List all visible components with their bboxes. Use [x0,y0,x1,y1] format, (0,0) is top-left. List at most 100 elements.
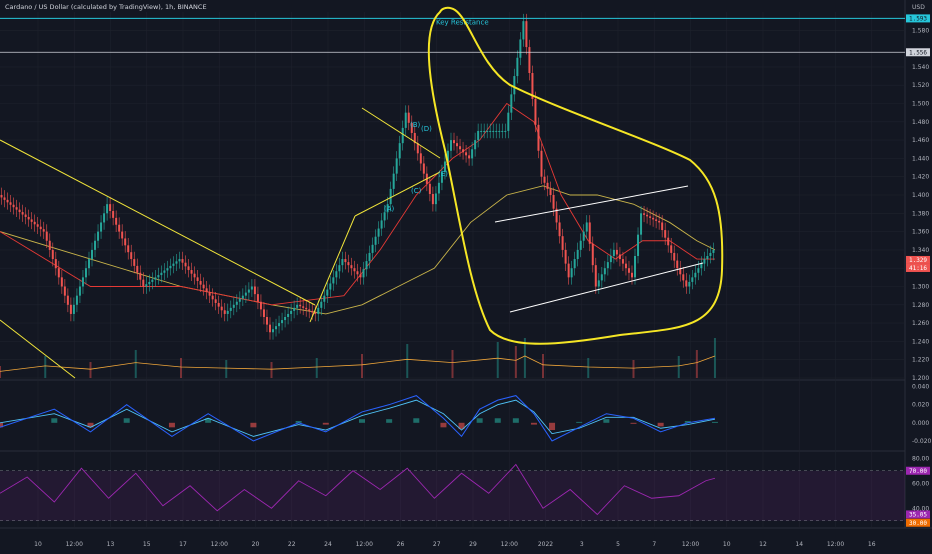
candle-body [561,236,564,250]
volume-bar [134,350,137,378]
macd-tick-label: 0.000 [912,420,929,427]
volume-bar [0,366,1,378]
candle-body [624,263,627,269]
candle-body [522,21,525,40]
candle-body [115,217,118,225]
volume-bar [632,360,635,378]
candle-body [597,280,600,287]
candle-body [184,262,187,267]
candle-body [513,76,516,95]
candle-body [3,197,6,200]
candle-body [422,163,425,174]
candle-body [404,112,407,128]
channel-upper-line [494,185,689,223]
time-tick-label: 2022 [538,541,553,548]
time-tick-label: 12:00 [211,541,228,548]
candle-body [353,268,356,272]
triangle-upper-line [361,107,441,159]
time-tick-label: 13 [107,541,115,548]
channel-lower-line [509,262,704,313]
wave-label: (A) [384,205,395,213]
candle-body [211,295,214,300]
candle-body [465,152,468,156]
candle-body [169,265,172,269]
candle-body [374,236,377,245]
candle-body [124,238,127,246]
price-tick-label: 1.420 [912,174,929,181]
macd-histogram-bar [205,418,212,423]
candle-body [160,272,163,276]
time-tick-label: 12:00 [356,541,373,548]
candle-body [157,275,160,278]
candle-body [495,130,498,132]
candle-body [36,224,39,227]
candle-body [449,140,452,151]
candle-body [281,320,284,324]
candle-body [262,309,265,317]
macd-histogram-bar [168,422,175,428]
time-tick-label: 5 [616,541,620,548]
candle-body [543,176,546,183]
candle-body [443,161,446,173]
volume-bar [677,356,680,378]
candle-body [377,228,380,237]
candle-body [362,269,365,278]
price-tick-label: 1.580 [912,27,929,34]
candle-body [208,291,211,296]
candle-body [130,252,133,260]
last-price-badge-bg [906,255,930,264]
time-tick-label: 10 [34,541,42,548]
candle-body [679,268,682,275]
macd-histogram-bar [386,419,393,423]
candle-body [706,256,709,260]
candle-body [296,304,299,308]
candle-body [308,309,311,311]
candle-body [166,268,169,271]
candle-body [670,245,673,253]
candle-body [652,217,655,220]
candle-body [259,301,262,310]
candle-body [94,240,97,250]
candle-body [703,259,706,264]
candle-body [181,259,184,263]
candle-body [600,274,603,281]
candle-body [196,277,199,282]
candle-body [332,277,335,284]
price-tick-label: 1.540 [912,64,929,71]
highlight-loop [427,6,724,345]
price-tick-label: 1.400 [912,192,929,199]
price-tick-label: 1.260 [912,320,929,327]
macd-histogram-bar [657,422,664,427]
candle-body [223,310,226,314]
rsi-value-badge-bg [906,510,930,519]
candle-body [691,277,694,282]
candle-body [667,237,670,246]
candle-body [253,286,256,295]
candle-body [341,259,344,266]
candle-body [525,21,528,48]
candle-body [97,231,100,241]
resistance-label: Key Resistance [436,18,489,26]
rsi-upper-badge: 70.00 [909,468,927,475]
candle-body [329,283,332,290]
macd-histogram-bar [359,419,365,423]
time-tick-label: 29 [469,541,477,548]
price-tick-label: 1.520 [912,82,929,89]
candle-body [453,140,456,144]
candle-body [154,277,157,280]
rsi-band [0,470,905,521]
time-tick-label: 10 [723,541,731,548]
level-price-badge-bg [906,48,930,57]
candle-body [326,289,329,296]
candle-body [193,273,196,278]
price-tick-label: 1.200 [912,375,929,382]
time-tick-label: 24 [324,541,332,548]
candle-body [127,245,130,253]
time-tick-label: 12:00 [501,541,518,548]
candle-body [265,317,268,325]
candle-body [609,256,612,263]
volume-bar [514,346,517,378]
candle-body [504,130,507,132]
